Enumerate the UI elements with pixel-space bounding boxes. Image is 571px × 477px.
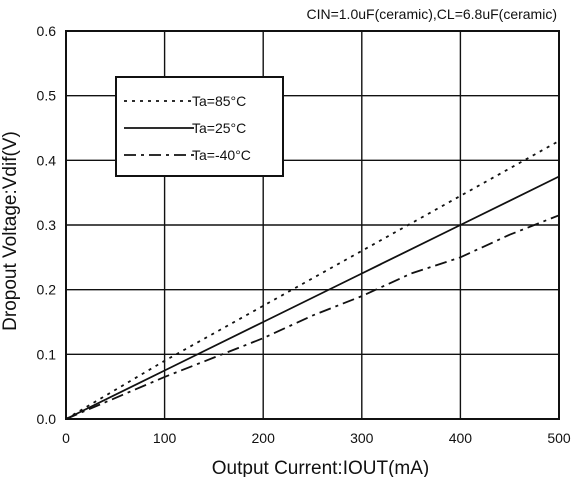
legend-label-2: Ta=-40°C (192, 147, 251, 163)
legend-label-1: Ta=25°C (192, 120, 246, 136)
plot-frame (65, 30, 560, 420)
series-line-0 (65, 140, 560, 420)
y-tick-label: 0.0 (37, 411, 57, 427)
chart-title: CIN=1.0uF(ceramic),CL=6.8uF(ceramic) (306, 6, 557, 22)
series-lines (65, 140, 560, 420)
x-tick-label: 200 (252, 430, 276, 446)
x-tick-label: 500 (547, 430, 571, 446)
y-tick-label: 0.2 (37, 282, 57, 298)
legend-box (115, 76, 284, 177)
series-line-1 (65, 175, 560, 420)
legend-label-0: Ta=85°C (192, 93, 246, 109)
x-tick-label: 0 (62, 430, 70, 446)
y-tick-label: 0.6 (37, 23, 57, 39)
y-tick-label: 0.1 (37, 346, 57, 362)
y-tick-label: 0.4 (37, 152, 57, 168)
x-tick-label: 300 (350, 430, 374, 446)
y-tick-label: 0.3 (37, 217, 57, 233)
x-tick-label: 400 (449, 430, 473, 446)
series-line-2 (65, 214, 560, 420)
y-tick-label: 0.5 (37, 88, 57, 104)
x-tick-label: 100 (153, 430, 177, 446)
x-axis-label: Output Current:IOUT(mA) (212, 458, 430, 477)
legend: Ta=85°C Ta=25°C Ta=-40°C (115, 76, 284, 177)
y-axis-label: Dropout Voltage:Vdif(V) (0, 131, 21, 331)
